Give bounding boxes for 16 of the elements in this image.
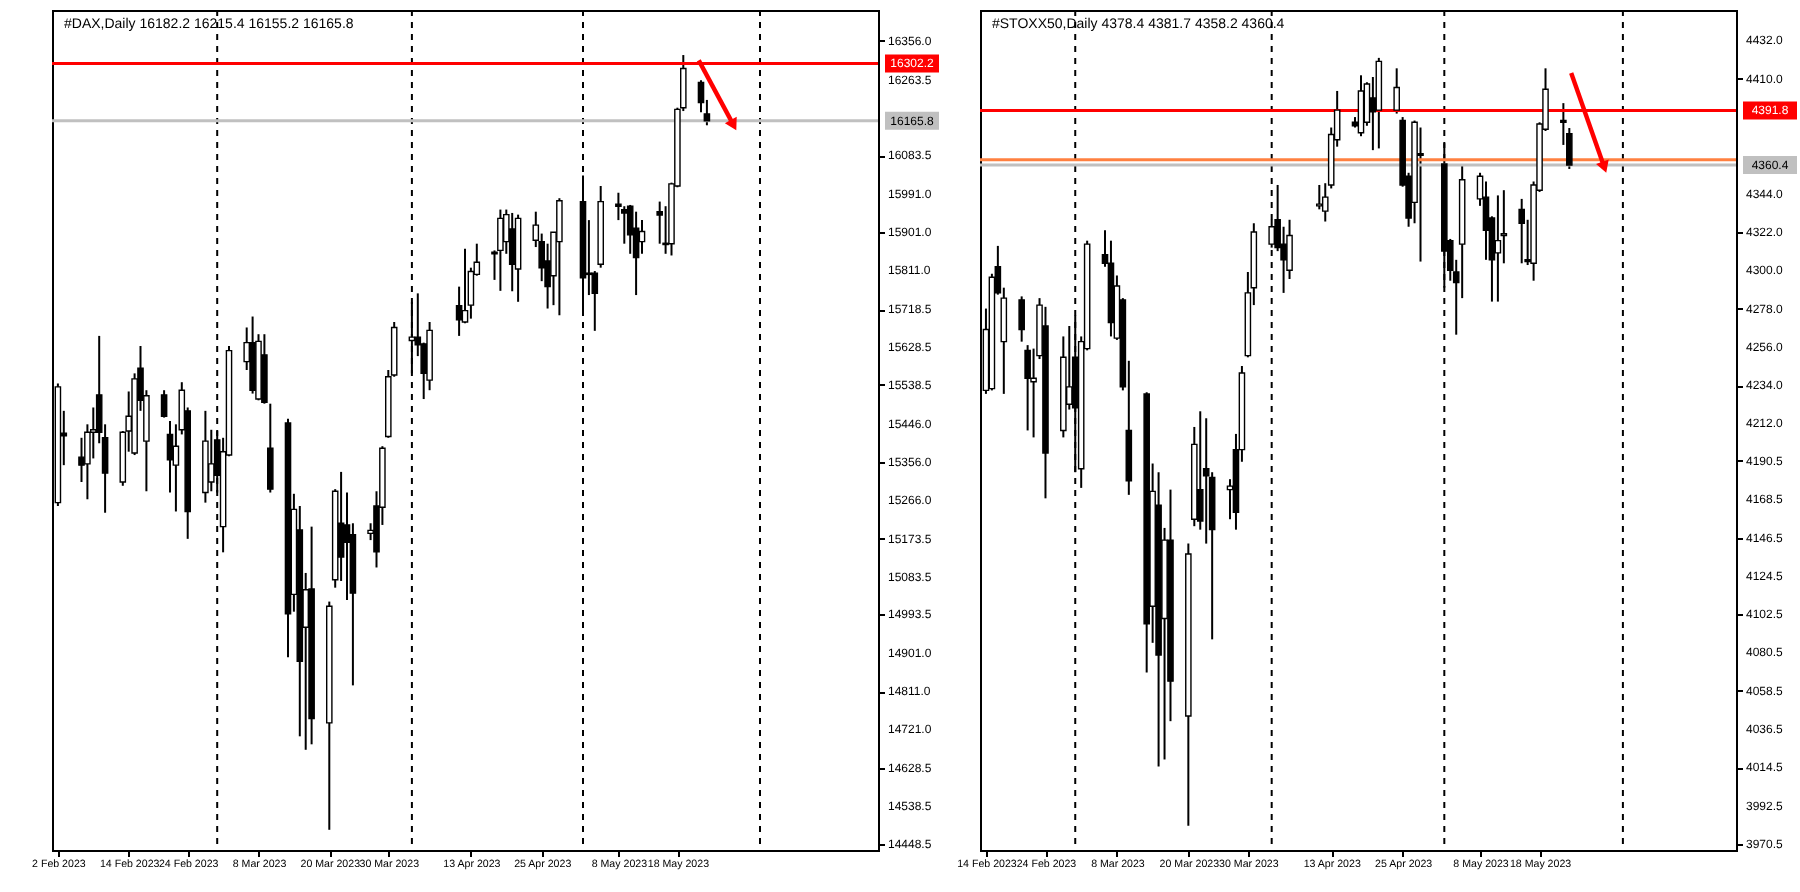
candlestick xyxy=(249,315,256,395)
candlestick xyxy=(1518,197,1525,265)
candlestick xyxy=(1494,194,1502,303)
candlestick xyxy=(1417,126,1424,263)
candlestick xyxy=(261,333,268,405)
candlestick xyxy=(497,208,504,292)
candlestick xyxy=(267,402,274,494)
candlestick xyxy=(1316,183,1323,211)
candlestick xyxy=(632,210,640,297)
candlestick xyxy=(1024,344,1031,432)
candlestick xyxy=(508,211,516,293)
candlestick xyxy=(1393,67,1400,115)
candlestick xyxy=(556,197,563,317)
candlestick xyxy=(1018,295,1025,343)
candlestick xyxy=(1357,74,1365,138)
candlestick xyxy=(160,389,168,419)
